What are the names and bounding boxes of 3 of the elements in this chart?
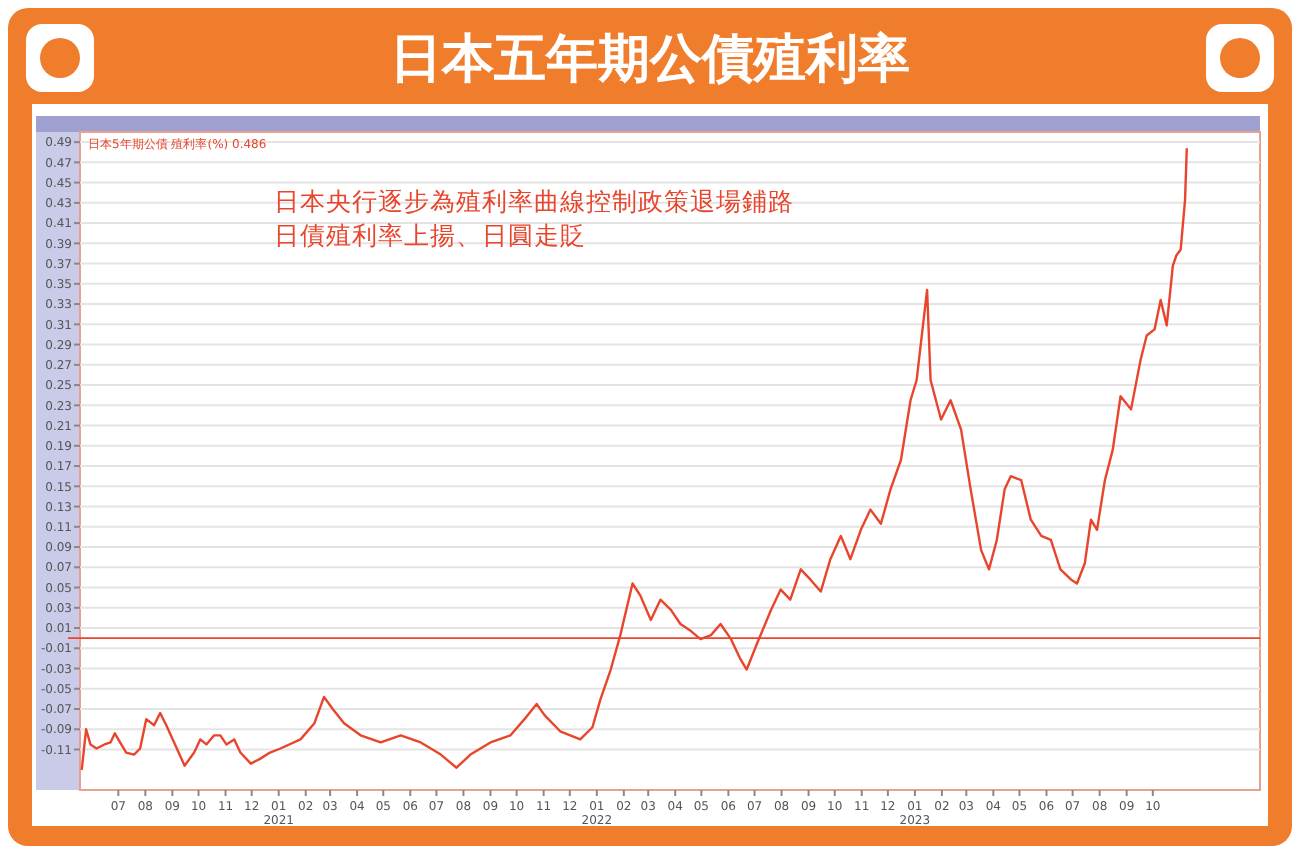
annotation: 日債殖利率上揚、日圓走貶 (274, 220, 586, 250)
chart-title: 日本五年期公債殖利率 (390, 30, 910, 90)
annotation: 日本央行逐步為殖利率曲線控制政策退場鋪路 (274, 186, 794, 216)
